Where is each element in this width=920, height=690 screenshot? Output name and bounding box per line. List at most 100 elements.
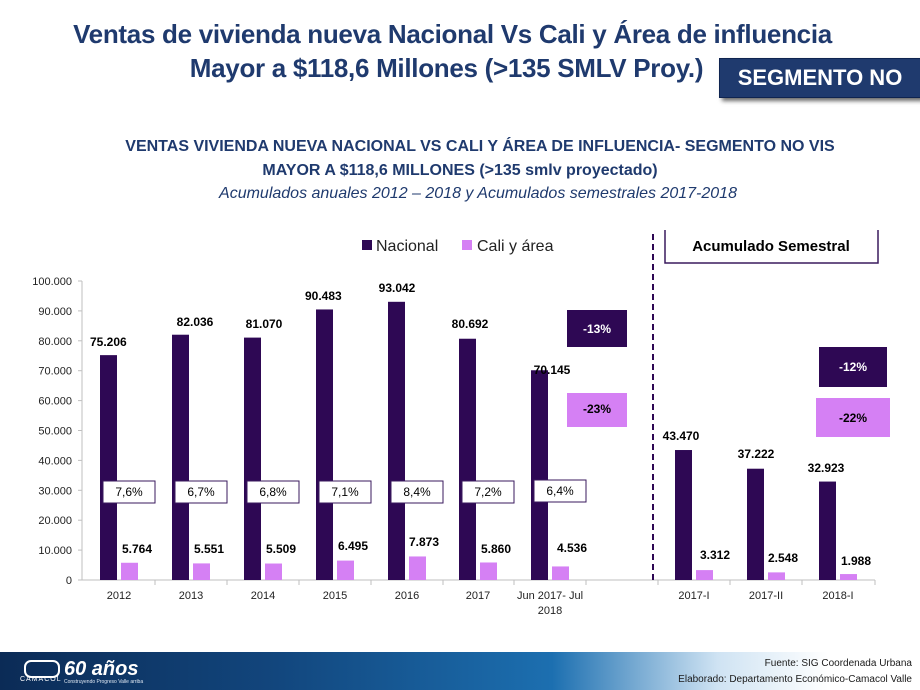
bar-nacional bbox=[388, 301, 405, 580]
semester-box-label: Acumulado Semestral bbox=[692, 238, 850, 255]
change-box-cali bbox=[567, 393, 627, 427]
bar-cali bbox=[121, 562, 138, 580]
share-label: 8,4% bbox=[403, 485, 431, 499]
bar-nacional bbox=[675, 450, 692, 580]
y-tick-label: 0 bbox=[66, 575, 72, 587]
x-tick-label: 2015 bbox=[323, 590, 347, 602]
change-label-semester-nacional: -12% bbox=[839, 360, 867, 374]
chart-subtitle-line3: Acumulados anuales 2012 – 2018 y Acumula… bbox=[219, 185, 737, 202]
camacol-logo-icon bbox=[24, 660, 60, 678]
data-label-cali: 1.988 bbox=[841, 554, 871, 568]
data-label-nacional: 70.145 bbox=[534, 363, 571, 377]
bar-nacional bbox=[100, 355, 117, 580]
bar-cali bbox=[193, 563, 210, 580]
y-tick-label: 60.000 bbox=[38, 396, 72, 408]
x-tick-label: 2017-II bbox=[749, 590, 783, 602]
data-label-cali: 5.860 bbox=[481, 542, 511, 556]
data-label-cali: 6.495 bbox=[338, 539, 368, 553]
legend-swatch-nacional bbox=[362, 240, 372, 250]
footer-bar bbox=[0, 652, 920, 690]
data-label-nacional: 37.222 bbox=[738, 447, 775, 461]
chart-subtitle-line2: MAYOR A $118,6 MILLONES (>135 smlv proye… bbox=[262, 162, 658, 179]
bar-nacional bbox=[172, 334, 189, 580]
change-label-nacional: -13% bbox=[583, 322, 611, 336]
share-label: 6,7% bbox=[187, 485, 215, 499]
x-tick-label: Jun 2017- Jul bbox=[517, 590, 583, 602]
share-box bbox=[461, 480, 515, 504]
main-title-line2: Mayor a $118,6 Millones (>135 SMLV Proy.… bbox=[189, 53, 704, 83]
legend-label-cali: Cali y área bbox=[477, 238, 554, 255]
data-label-cali: 5.764 bbox=[122, 542, 152, 556]
x-tick-label: 2018 bbox=[538, 605, 562, 617]
data-label-nacional: 75.206 bbox=[90, 335, 127, 349]
bar-nacional bbox=[244, 337, 261, 580]
y-tick-label: 70.000 bbox=[38, 366, 72, 378]
data-label-nacional: 32.923 bbox=[808, 461, 845, 475]
bar-nacional bbox=[316, 309, 333, 580]
source-note: Fuente: SIG Coordenada Urbana bbox=[764, 658, 912, 669]
change-label-cali: -23% bbox=[583, 402, 611, 416]
data-label-nacional: 93.042 bbox=[379, 281, 416, 295]
data-label-cali: 4.536 bbox=[557, 541, 587, 555]
data-label-nacional: 81.070 bbox=[246, 317, 283, 331]
y-tick-label: 90.000 bbox=[38, 306, 72, 318]
y-tick-label: 100.000 bbox=[32, 276, 72, 288]
bar-cali bbox=[409, 556, 426, 580]
bar-cali bbox=[696, 570, 713, 580]
main-title-line1: Ventas de vivienda nueva Nacional Vs Cal… bbox=[73, 19, 832, 49]
bar-nacional bbox=[531, 370, 548, 580]
change-box-semester-nacional bbox=[819, 347, 887, 387]
share-label: 7,6% bbox=[115, 485, 143, 499]
legend-label-nacional: Nacional bbox=[376, 238, 438, 255]
logo-text: CAMACOL bbox=[20, 676, 62, 683]
share-box bbox=[102, 480, 156, 504]
bar-nacional bbox=[459, 338, 476, 580]
x-tick-label: 2013 bbox=[179, 590, 203, 602]
x-tick-label: 2017-I bbox=[678, 590, 709, 602]
share-label: 6,4% bbox=[546, 484, 574, 498]
data-label-cali: 5.509 bbox=[266, 542, 296, 556]
bar-cali bbox=[480, 562, 497, 580]
elaborated-note: Elaborado: Departamento Económico-Camaco… bbox=[678, 674, 912, 685]
bar-nacional bbox=[747, 468, 764, 580]
anniversary-subtext: Construyendo Progreso Valle arriba bbox=[64, 679, 144, 685]
anniversary-mark: 60 años bbox=[64, 658, 139, 680]
y-tick-label: 80.000 bbox=[38, 336, 72, 348]
y-tick-label: 50.000 bbox=[38, 426, 72, 438]
y-tick-label: 30.000 bbox=[38, 485, 72, 497]
change-box-nacional bbox=[567, 310, 627, 347]
y-tick-label: 10.000 bbox=[38, 545, 72, 557]
share-box bbox=[174, 480, 228, 504]
share-box bbox=[533, 479, 587, 503]
share-box bbox=[318, 480, 372, 504]
bar-cali bbox=[768, 572, 785, 580]
sales-bar-chart: 0 10.000 20.000 30.000 40.000 50.000 60.000 70.… bbox=[32, 230, 890, 617]
segment-badge: SEGMENTO NO VIS bbox=[719, 58, 920, 128]
data-label-nacional: 43.470 bbox=[663, 429, 700, 443]
chart-subtitle-line1: VENTAS VIVIENDA NUEVA NACIONAL VS CALI Y… bbox=[125, 138, 835, 155]
bar-cali bbox=[840, 574, 857, 580]
data-label-cali: 2.548 bbox=[768, 551, 798, 565]
semester-box bbox=[664, 230, 879, 264]
y-tick-label: 40.000 bbox=[38, 455, 72, 467]
share-label: 6,8% bbox=[259, 485, 287, 499]
bar-cali bbox=[337, 560, 354, 580]
x-tick-label: 2018-I bbox=[822, 590, 853, 602]
share-box bbox=[390, 480, 444, 504]
x-tick-label: 2016 bbox=[395, 590, 419, 602]
data-label-cali: 3.312 bbox=[700, 548, 730, 562]
x-tick-label: 2012 bbox=[107, 590, 131, 602]
share-box bbox=[246, 480, 300, 504]
bar-cali bbox=[265, 563, 282, 580]
data-label-cali: 5.551 bbox=[194, 542, 224, 556]
data-label-nacional: 80.692 bbox=[452, 317, 489, 331]
share-label: 7,1% bbox=[331, 485, 359, 499]
change-box-semester-cali bbox=[816, 398, 890, 437]
change-label-semester-cali: -22% bbox=[839, 411, 867, 425]
bar-nacional bbox=[819, 481, 836, 580]
data-label-cali: 7.873 bbox=[409, 535, 439, 549]
data-label-nacional: 90.483 bbox=[305, 289, 342, 303]
y-tick-label: 20.000 bbox=[38, 515, 72, 527]
data-label-nacional: 82.036 bbox=[177, 315, 214, 329]
legend-swatch-cali bbox=[462, 240, 472, 250]
